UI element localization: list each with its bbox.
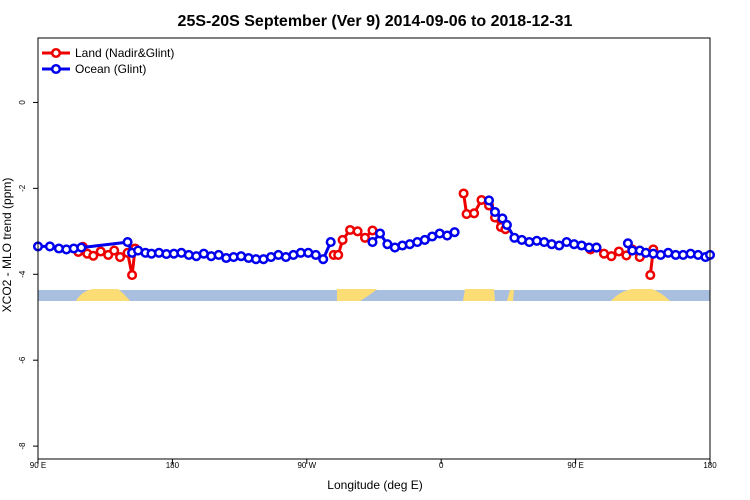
data-point-land xyxy=(469,208,480,219)
data-point-land xyxy=(333,249,344,260)
map-strip xyxy=(38,289,710,301)
data-point-land xyxy=(127,270,138,281)
legend-label: Ocean (Glint) xyxy=(75,62,146,76)
x-tick-label: 90 E xyxy=(30,461,46,470)
y-axis: 0 -2 -4 -6 -8 xyxy=(18,100,38,450)
series-layer xyxy=(32,188,716,281)
x-tick-label: 0 xyxy=(439,461,444,470)
map-land-australia-east xyxy=(76,289,130,301)
data-point-land xyxy=(359,232,371,243)
x-axis: 90 E 180 90 W 0 90 E 180 xyxy=(30,459,717,470)
data-point-ocean xyxy=(122,237,133,248)
data-point-land xyxy=(88,250,99,261)
data-point-ocean xyxy=(325,237,336,248)
data-point-ocean xyxy=(367,237,378,248)
data-point-land xyxy=(109,245,120,256)
data-point-ocean xyxy=(374,228,386,239)
legend: Land (Nadir&Glint) Ocean (Glint) xyxy=(42,46,174,76)
map-land-south-america xyxy=(337,289,377,301)
plot-frame xyxy=(37,37,711,460)
data-point-ocean xyxy=(44,241,55,252)
y-tick-label: -4 xyxy=(18,270,27,278)
x-tick-label: 180 xyxy=(166,461,180,470)
data-point-ocean xyxy=(483,195,495,206)
x-tick-label: 90 W xyxy=(297,461,316,470)
data-point-ocean xyxy=(497,213,508,224)
chart-title: 25S-20S September (Ver 9) 2014-09-06 to … xyxy=(178,13,573,30)
data-point-ocean xyxy=(318,254,329,265)
y-tick-label: -6 xyxy=(18,356,27,364)
data-point-land xyxy=(352,226,363,237)
y-tick-label: -8 xyxy=(18,442,27,450)
data-point-ocean xyxy=(76,242,87,253)
data-point-ocean xyxy=(489,206,501,218)
series-ocean xyxy=(32,195,716,265)
map-land-madagascar xyxy=(507,290,514,301)
data-point-land xyxy=(458,188,469,199)
y-tick-label: 0 xyxy=(18,100,27,105)
data-point-land xyxy=(606,251,617,262)
legend-marker xyxy=(50,47,62,59)
data-point-ocean xyxy=(310,249,321,260)
x-axis-label: Longitude (deg E) xyxy=(327,478,422,492)
data-point-land xyxy=(613,246,624,257)
data-point-land xyxy=(115,252,126,263)
data-point-ocean xyxy=(501,219,512,230)
map-land-australia-west xyxy=(611,289,670,301)
x-tick-label: 90 E xyxy=(567,461,583,470)
data-point-ocean xyxy=(622,238,633,249)
y-axis-label: XCO2 - MLO trend (ppm) xyxy=(0,178,14,313)
legend-marker xyxy=(50,63,62,75)
data-point-ocean xyxy=(449,227,460,238)
legend-label: Land (Nadir&Glint) xyxy=(75,46,174,60)
series-land xyxy=(73,188,659,281)
map-ocean-band xyxy=(38,290,710,301)
map-land-africa xyxy=(463,289,495,301)
data-point-ocean xyxy=(591,242,602,253)
x-tick-label: 180 xyxy=(703,461,717,470)
data-point-land xyxy=(645,270,656,281)
y-tick-label: -2 xyxy=(18,184,27,192)
data-point-land xyxy=(337,234,348,245)
